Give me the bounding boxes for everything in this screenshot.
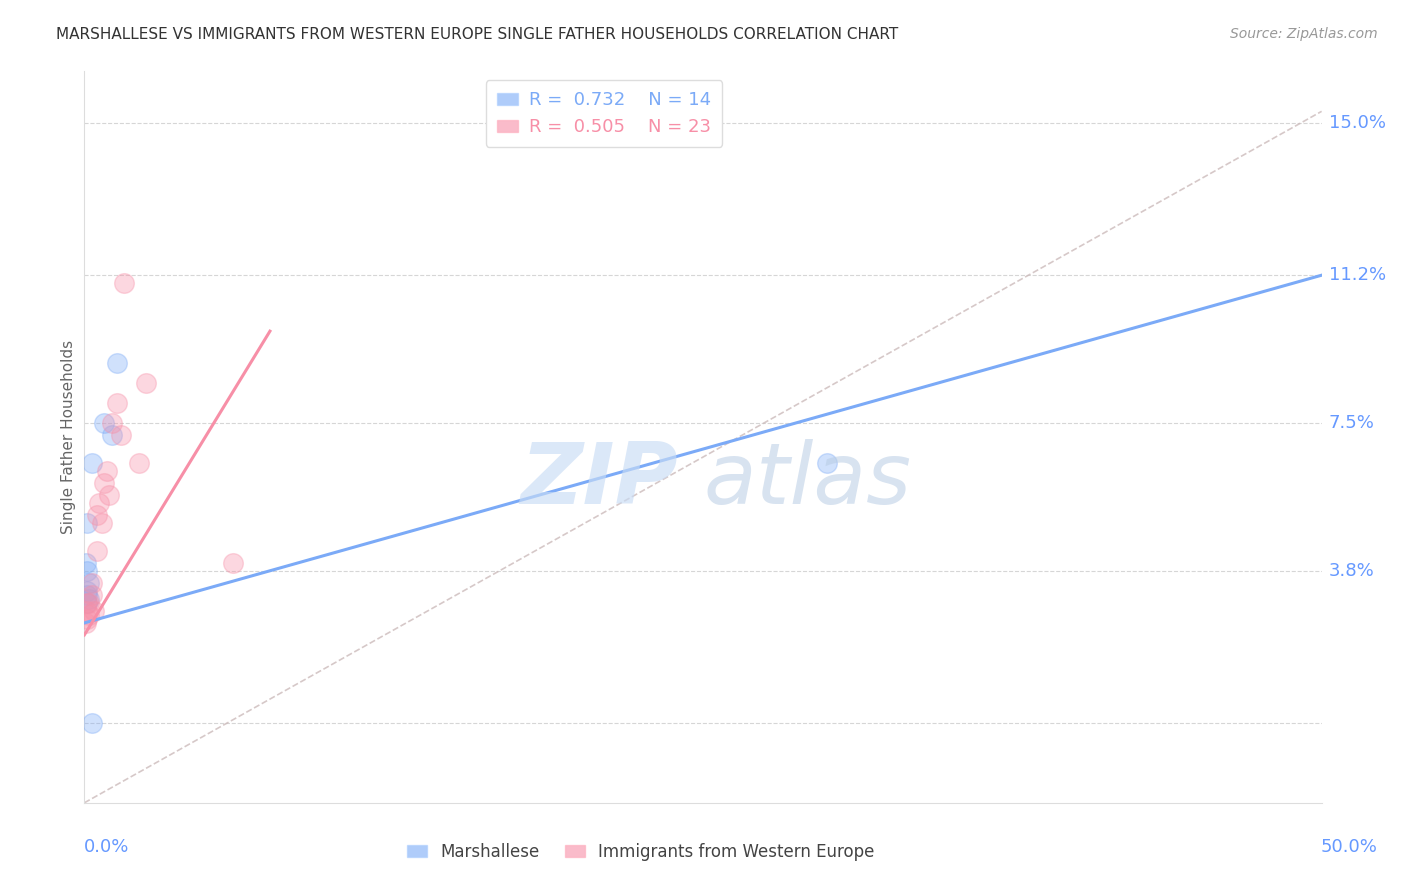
Point bbox=[135, 376, 157, 391]
Text: 15.0%: 15.0% bbox=[1329, 114, 1386, 132]
Point bbox=[80, 576, 103, 591]
Point bbox=[79, 596, 101, 610]
Point bbox=[98, 488, 121, 502]
Point bbox=[80, 588, 103, 602]
Point bbox=[86, 544, 108, 558]
Point bbox=[222, 556, 245, 570]
Point bbox=[93, 476, 115, 491]
Point bbox=[90, 516, 112, 530]
Point bbox=[76, 596, 98, 610]
Point bbox=[100, 416, 122, 430]
Text: 11.2%: 11.2% bbox=[1329, 266, 1386, 285]
Point bbox=[83, 604, 105, 618]
Text: 0.0%: 0.0% bbox=[84, 838, 129, 856]
Legend: Marshallese, Immigrants from Western Europe: Marshallese, Immigrants from Western Eur… bbox=[401, 837, 882, 868]
Text: atlas: atlas bbox=[703, 440, 911, 523]
Point bbox=[128, 456, 150, 470]
Text: 50.0%: 50.0% bbox=[1322, 838, 1378, 856]
Point bbox=[80, 456, 103, 470]
Text: ZIP: ZIP bbox=[520, 440, 678, 523]
Point bbox=[105, 396, 128, 410]
Point bbox=[89, 496, 111, 510]
Point bbox=[79, 576, 101, 591]
Text: MARSHALLESE VS IMMIGRANTS FROM WESTERN EUROPE SINGLE FATHER HOUSEHOLDS CORRELATI: MARSHALLESE VS IMMIGRANTS FROM WESTERN E… bbox=[56, 27, 898, 42]
Point bbox=[75, 615, 97, 630]
Point bbox=[815, 456, 838, 470]
Text: 7.5%: 7.5% bbox=[1329, 414, 1375, 432]
Text: 3.8%: 3.8% bbox=[1329, 562, 1375, 580]
Point bbox=[76, 516, 98, 530]
Point bbox=[76, 612, 98, 626]
Point bbox=[112, 276, 135, 290]
Point bbox=[76, 596, 98, 610]
Text: Source: ZipAtlas.com: Source: ZipAtlas.com bbox=[1230, 27, 1378, 41]
Point bbox=[96, 464, 118, 478]
Point bbox=[100, 428, 122, 442]
Point bbox=[80, 715, 103, 730]
Point bbox=[93, 416, 115, 430]
Point bbox=[76, 584, 98, 599]
Point bbox=[86, 508, 108, 522]
Point bbox=[105, 356, 128, 370]
Y-axis label: Single Father Households: Single Father Households bbox=[60, 340, 76, 534]
Point bbox=[75, 556, 97, 570]
Point bbox=[79, 591, 101, 606]
Point bbox=[79, 607, 101, 622]
Point bbox=[76, 588, 98, 602]
Point bbox=[110, 428, 132, 442]
Point bbox=[76, 604, 98, 618]
Point bbox=[76, 564, 98, 578]
